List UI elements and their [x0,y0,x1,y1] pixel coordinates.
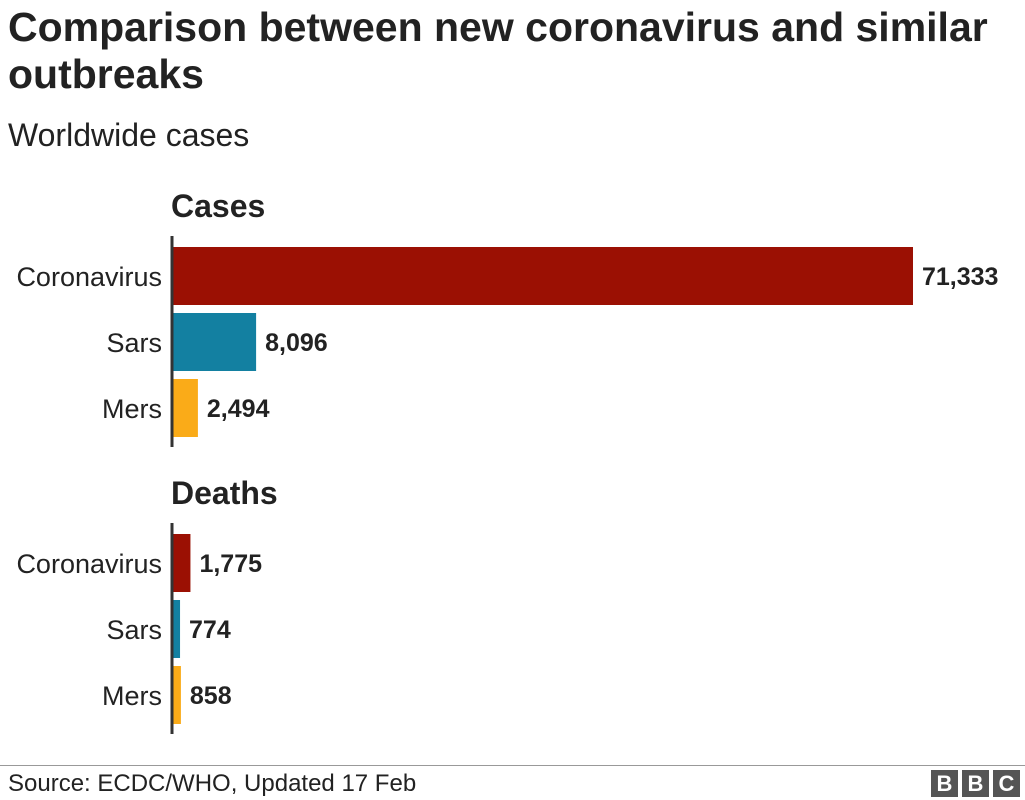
logo-letter-b2: B [962,770,989,797]
chart-subtitle: Worldwide cases [8,117,250,153]
chart-title: Comparison between new coronavirus and s… [8,4,988,97]
cases-category-label-mers: Mers [102,394,162,424]
cases-category-label-coronavirus: Coronavirus [16,262,162,292]
cases-value-label-sars: 8,096 [265,329,328,357]
source-note: Source: ECDC/WHO, Updated 17 Feb [8,770,417,797]
footer-divider [0,765,1025,766]
deaths-bar-sars [172,600,181,658]
logo-letter-b1: B [931,770,958,797]
cases-bar-sars [172,313,257,371]
logo-letter-c: C [993,770,1020,797]
deaths-bar-chart: Coronavirus 1,775 Sars 774 Mers 858 [16,523,262,734]
deaths-value-label-mers: 858 [190,682,232,710]
deaths-bar-coronavirus [172,534,191,592]
deaths-value-label-coronavirus: 1,775 [199,550,262,578]
deaths-category-label-coronavirus: Coronavirus [16,549,162,579]
cases-value-label-coronavirus: 71,333 [922,263,998,291]
cases-bar-chart: Coronavirus 71,333 Sars 8,096 Mers 2,494 [16,236,998,447]
deaths-section-title: Deaths [171,475,278,511]
cases-category-label-sars: Sars [106,328,162,358]
cases-section-title: Cases [171,188,266,224]
cases-bar-coronavirus [172,247,913,305]
deaths-category-label-mers: Mers [102,681,162,711]
deaths-category-label-sars: Sars [106,615,162,645]
bbc-logo: B B C [931,770,1020,797]
cases-value-label-mers: 2,494 [207,395,270,423]
deaths-bar-mers [172,666,181,724]
deaths-value-label-sars: 774 [189,616,231,644]
cases-bar-mers [172,379,198,437]
